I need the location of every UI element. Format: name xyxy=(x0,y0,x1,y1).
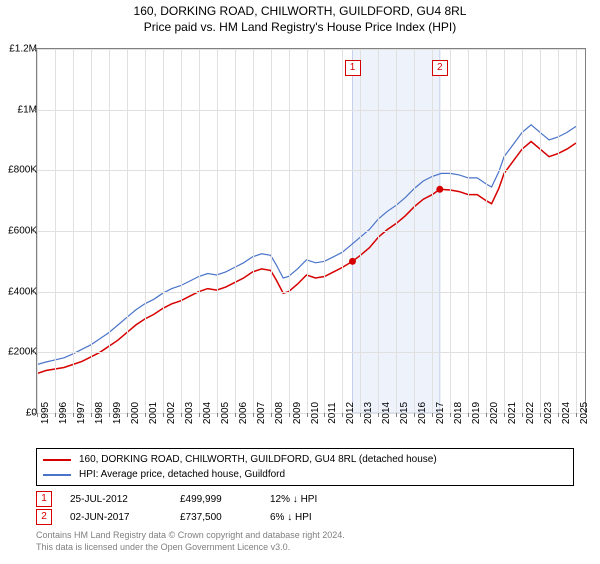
transaction-price: £499,999 xyxy=(180,494,270,505)
x-axis-tick: 2006 xyxy=(235,402,249,424)
chart-callout-marker: 2 xyxy=(432,60,448,76)
table-row: 2 02-JUN-2017 £737,500 6% ↓ HPI xyxy=(36,508,360,526)
transaction-pct: 6% ↓ HPI xyxy=(270,512,360,523)
x-axis-tick: 2020 xyxy=(486,402,500,424)
transaction-price: £737,500 xyxy=(180,512,270,523)
x-axis-tick: 2025 xyxy=(576,402,590,424)
transaction-pct: 12% ↓ HPI xyxy=(270,494,360,505)
x-axis-tick: 2023 xyxy=(540,402,554,424)
x-axis-tick: 2004 xyxy=(199,402,213,424)
x-axis-tick: 2005 xyxy=(217,402,231,424)
legend-label: 160, DORKING ROAD, CHILWORTH, GUILDFORD,… xyxy=(79,454,437,465)
table-row: 1 25-JUL-2012 £499,999 12% ↓ HPI xyxy=(36,490,360,508)
chart-title-line1: 160, DORKING ROAD, CHILWORTH, GUILDFORD,… xyxy=(0,4,600,18)
legend: 160, DORKING ROAD, CHILWORTH, GUILDFORD,… xyxy=(36,448,574,486)
legend-row: 160, DORKING ROAD, CHILWORTH, GUILDFORD,… xyxy=(43,452,567,467)
legend-swatch xyxy=(43,474,71,476)
transaction-date: 25-JUL-2012 xyxy=(70,494,180,505)
x-axis-tick: 1998 xyxy=(91,402,105,424)
legend-row: HPI: Average price, detached house, Guil… xyxy=(43,467,567,482)
x-axis-tick: 2007 xyxy=(253,402,267,424)
x-axis-tick: 1996 xyxy=(55,402,69,424)
chart-plot-area: £0£200K£400K£600K£800K£1M£1.2M1995199619… xyxy=(36,48,586,414)
x-axis-tick: 2013 xyxy=(360,402,374,424)
x-axis-tick: 2003 xyxy=(181,402,195,424)
transaction-marker: 2 xyxy=(36,509,52,525)
x-axis-tick: 2009 xyxy=(289,402,303,424)
legend-swatch xyxy=(43,459,71,461)
x-axis-tick: 2014 xyxy=(378,402,392,424)
x-axis-tick: 2019 xyxy=(468,402,482,424)
x-axis-tick: 2000 xyxy=(127,402,141,424)
chart-callout-marker: 1 xyxy=(345,60,361,76)
x-axis-tick: 2015 xyxy=(396,402,410,424)
x-axis-tick: 2024 xyxy=(558,402,572,424)
x-axis-tick: 2017 xyxy=(432,402,446,424)
x-axis-tick: 2008 xyxy=(271,402,285,424)
x-axis-tick: 2018 xyxy=(450,402,464,424)
x-axis-tick: 2021 xyxy=(504,402,518,424)
x-axis-tick: 2002 xyxy=(163,402,177,424)
attribution: Contains HM Land Registry data © Crown c… xyxy=(36,530,345,553)
x-axis-tick: 1995 xyxy=(37,402,51,424)
x-axis-tick: 2022 xyxy=(522,402,536,424)
chart-container: 160, DORKING ROAD, CHILWORTH, GUILDFORD,… xyxy=(0,4,600,564)
x-axis-tick: 1997 xyxy=(73,402,87,424)
transaction-marker: 1 xyxy=(36,491,52,507)
chart-title-line2: Price paid vs. HM Land Registry's House … xyxy=(0,20,600,34)
x-axis-tick: 2001 xyxy=(145,402,159,424)
transactions-table: 1 25-JUL-2012 £499,999 12% ↓ HPI 2 02-JU… xyxy=(36,490,360,526)
legend-label: HPI: Average price, detached house, Guil… xyxy=(79,469,285,480)
x-axis-tick: 1999 xyxy=(109,402,123,424)
x-axis-tick: 2010 xyxy=(307,402,321,424)
x-axis-tick: 2012 xyxy=(342,402,356,424)
transaction-date: 02-JUN-2017 xyxy=(70,512,180,523)
x-axis-tick: 2016 xyxy=(414,402,428,424)
x-axis-tick: 2011 xyxy=(324,402,338,424)
